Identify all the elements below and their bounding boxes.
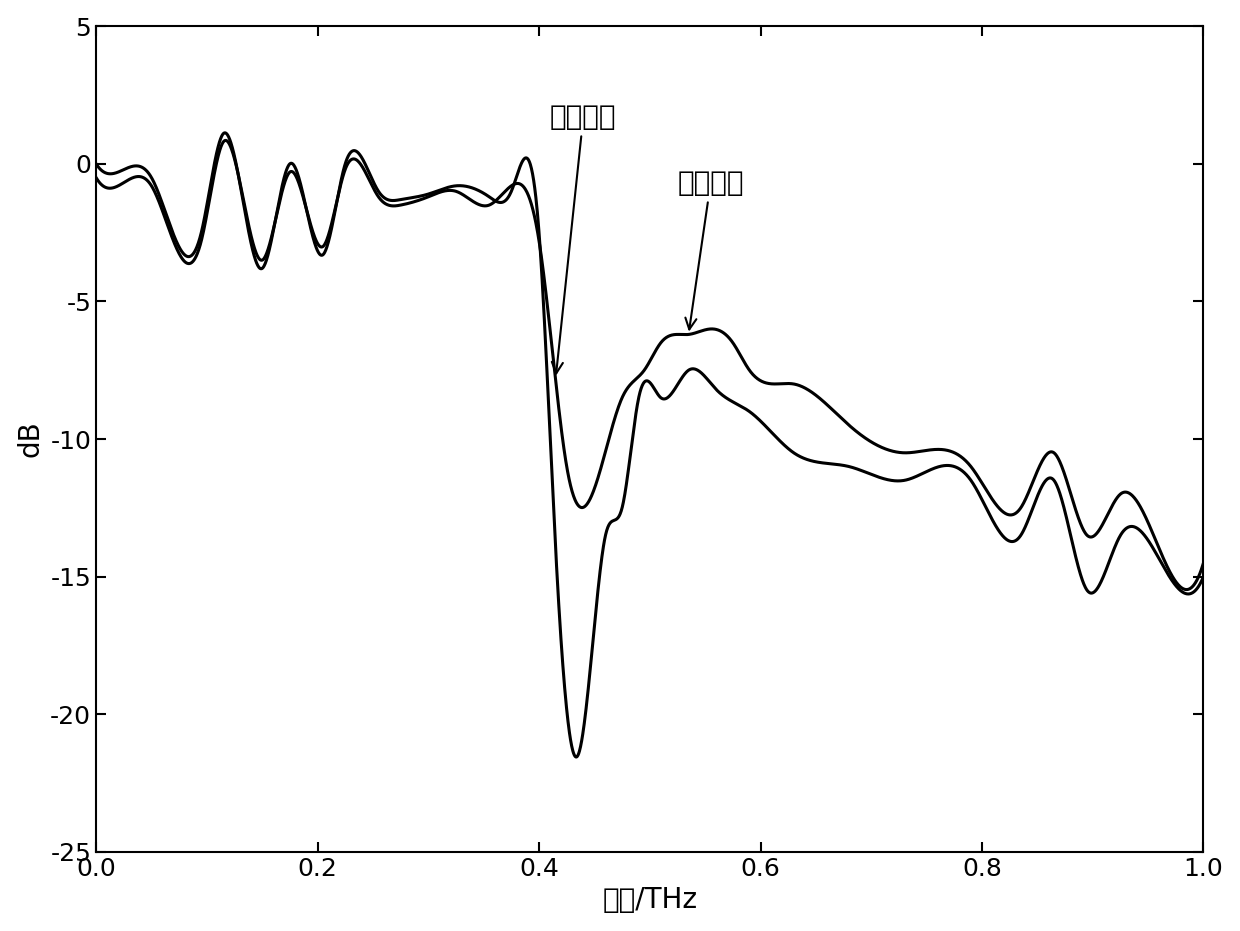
Text: 磁场调制: 磁场调制 — [551, 102, 616, 373]
X-axis label: 频率/THz: 频率/THz — [603, 886, 697, 914]
Y-axis label: dB: dB — [16, 421, 45, 457]
Text: 没有磁场: 没有磁场 — [677, 169, 744, 330]
